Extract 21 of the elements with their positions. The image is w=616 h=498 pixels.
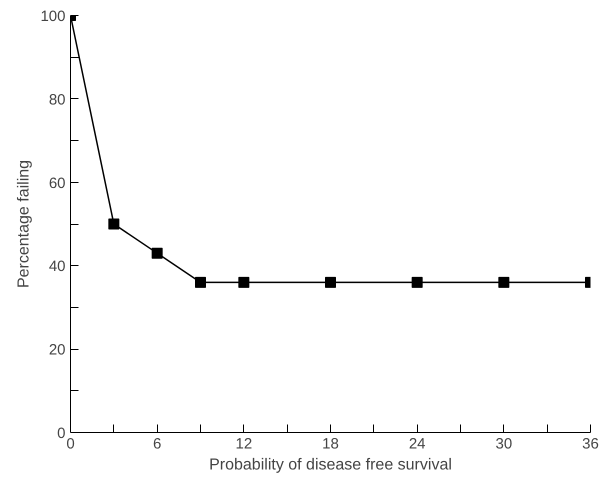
y-tick-label: 40 <box>48 258 66 276</box>
x-tick-label: 24 <box>408 436 426 452</box>
y-tick-label: 100 <box>40 8 66 25</box>
x-tick-label: 12 <box>235 436 252 452</box>
point <box>412 276 423 288</box>
point <box>152 248 163 259</box>
y-tick-label: 20 <box>48 342 66 359</box>
point <box>195 276 206 288</box>
point <box>325 276 336 288</box>
x-tick-label: 6 <box>152 436 162 452</box>
x-tick-label: 30 <box>495 436 512 452</box>
point <box>498 276 510 288</box>
y-tick-label: 0 <box>57 425 66 442</box>
x-tick-label: 18 <box>322 436 339 452</box>
y-tick-label: 60 <box>48 174 66 192</box>
point <box>108 218 120 230</box>
x-axis-title: Probability of disease free survival <box>209 456 452 474</box>
point <box>238 276 250 288</box>
y-tick-label: 80 <box>48 91 66 108</box>
x-tick-label: 36 <box>582 436 599 452</box>
y-axis-title: Percentage failing <box>15 160 32 288</box>
